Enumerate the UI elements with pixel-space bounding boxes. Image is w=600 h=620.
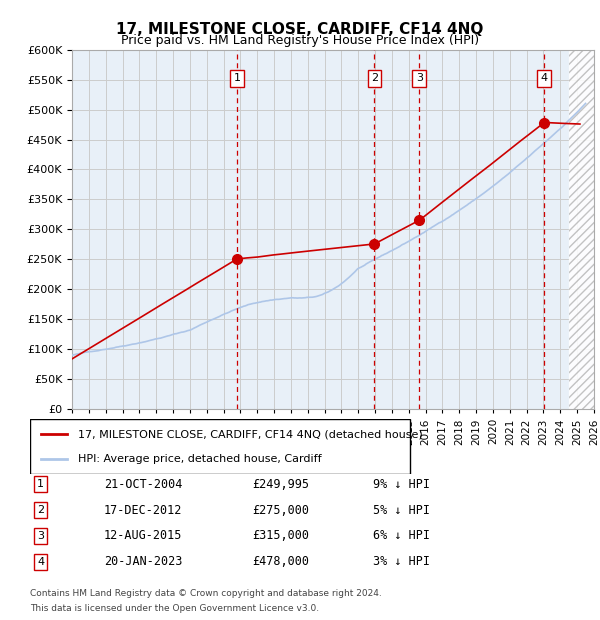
Text: 20-JAN-2023: 20-JAN-2023: [104, 556, 182, 569]
Text: This data is licensed under the Open Government Licence v3.0.: This data is licensed under the Open Gov…: [30, 603, 319, 613]
Text: 4: 4: [37, 557, 44, 567]
Text: 6% ↓ HPI: 6% ↓ HPI: [373, 529, 430, 542]
Text: 1: 1: [233, 73, 241, 83]
Text: Price paid vs. HM Land Registry's House Price Index (HPI): Price paid vs. HM Land Registry's House …: [121, 34, 479, 47]
Text: 4: 4: [541, 73, 548, 83]
Text: 17-DEC-2012: 17-DEC-2012: [104, 503, 182, 516]
Text: £315,000: £315,000: [252, 529, 309, 542]
Text: 21-OCT-2004: 21-OCT-2004: [104, 477, 182, 490]
FancyBboxPatch shape: [30, 418, 410, 474]
Text: 3: 3: [416, 73, 423, 83]
Text: £275,000: £275,000: [252, 503, 309, 516]
Text: 1: 1: [37, 479, 44, 489]
Text: 17, MILESTONE CLOSE, CARDIFF, CF14 4NQ: 17, MILESTONE CLOSE, CARDIFF, CF14 4NQ: [116, 22, 484, 37]
Text: £249,995: £249,995: [252, 477, 309, 490]
Text: 9% ↓ HPI: 9% ↓ HPI: [373, 477, 430, 490]
Text: Contains HM Land Registry data © Crown copyright and database right 2024.: Contains HM Land Registry data © Crown c…: [30, 589, 382, 598]
Text: 17, MILESTONE CLOSE, CARDIFF, CF14 4NQ (detached house): 17, MILESTONE CLOSE, CARDIFF, CF14 4NQ (…: [77, 429, 422, 439]
Bar: [569, 50, 594, 409]
Text: 3% ↓ HPI: 3% ↓ HPI: [373, 556, 430, 569]
Text: HPI: Average price, detached house, Cardiff: HPI: Average price, detached house, Card…: [77, 454, 321, 464]
Text: 5% ↓ HPI: 5% ↓ HPI: [373, 503, 430, 516]
Bar: [569, 50, 594, 409]
Text: 12-AUG-2015: 12-AUG-2015: [104, 529, 182, 542]
Text: 3: 3: [37, 531, 44, 541]
Text: 2: 2: [371, 73, 378, 83]
Text: £478,000: £478,000: [252, 556, 309, 569]
Text: 2: 2: [37, 505, 44, 515]
